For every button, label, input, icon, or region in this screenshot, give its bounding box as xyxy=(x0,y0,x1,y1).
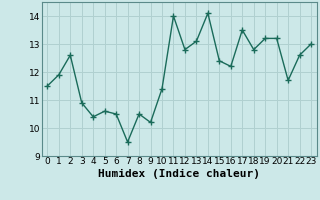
X-axis label: Humidex (Indice chaleur): Humidex (Indice chaleur) xyxy=(98,169,260,179)
